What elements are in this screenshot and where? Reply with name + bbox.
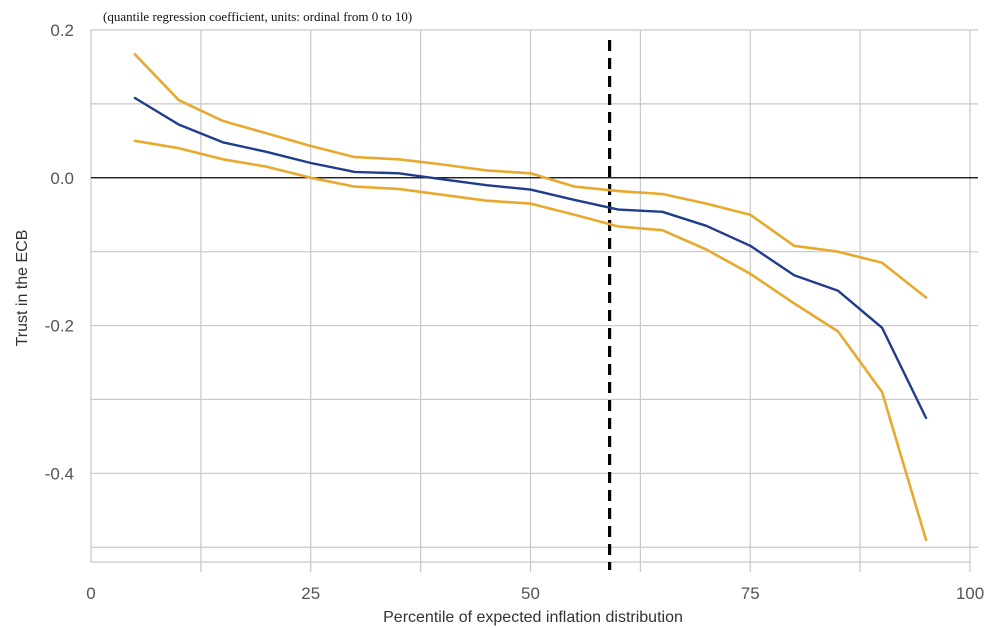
chart-subtitle: (quantile regression coefficient, units:… (103, 9, 412, 24)
x-tick-label: 50 (521, 584, 540, 603)
y-axis-title: Trust in the ECB (14, 230, 31, 347)
y-tick-label: 0.0 (50, 169, 74, 188)
series-line-confidence-band (133, 53, 928, 299)
grid (90, 29, 978, 572)
tick-labels: 0 25 50 75 100 0.2 0.0 -0.2 -0.4 (45, 21, 984, 603)
x-axis-title: Percentile of expected inflation distrib… (383, 609, 683, 626)
x-tick-label: 75 (741, 584, 760, 603)
series-line-estimate (133, 96, 928, 420)
y-tick-label: -0.4 (45, 464, 74, 483)
y-tick-label: -0.2 (45, 317, 74, 336)
x-tick-label: 25 (301, 584, 320, 603)
y-tick-label: 0.2 (50, 21, 74, 40)
x-tick-label: 0 (86, 584, 95, 603)
series-group (133, 53, 928, 542)
x-tick-label: 100 (956, 584, 984, 603)
series-line-confidence-band (133, 139, 928, 542)
